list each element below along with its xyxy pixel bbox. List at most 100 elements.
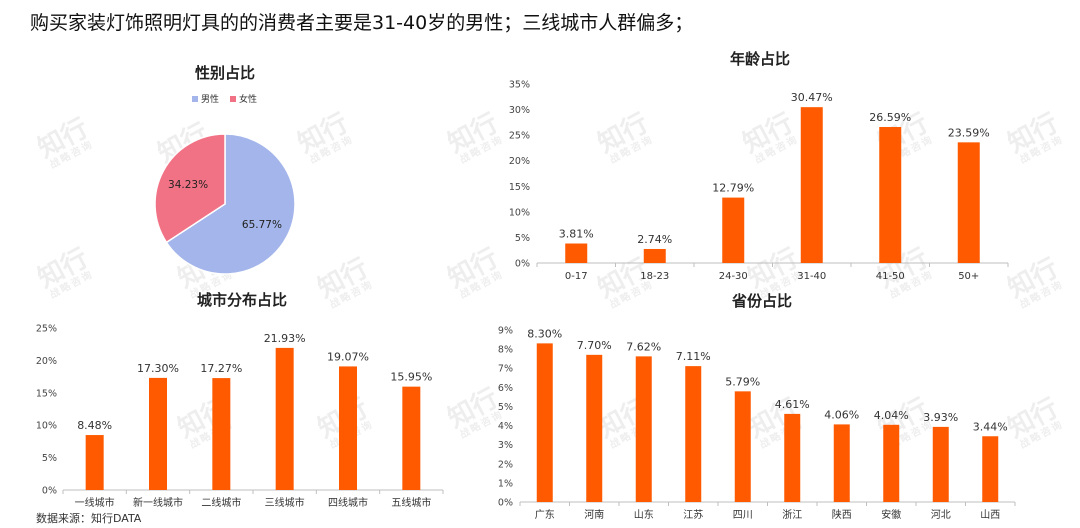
province-bar bbox=[982, 436, 999, 502]
city-chart-title: 城市分布占比 bbox=[197, 291, 287, 309]
city-data-label: 15.95% bbox=[390, 371, 432, 384]
age-bar bbox=[722, 197, 745, 263]
age-bar bbox=[879, 127, 902, 264]
age-bar bbox=[565, 243, 588, 263]
province-x-category-label: 陕西 bbox=[832, 508, 852, 521]
province-data-label: 4.61% bbox=[775, 398, 810, 411]
province-bar bbox=[833, 424, 850, 502]
city-data-label: 17.30% bbox=[137, 362, 179, 375]
province-y-tick-label: 1% bbox=[498, 478, 513, 489]
age-y-tick-label: 5% bbox=[515, 233, 530, 244]
age-x-category-label: 0-17 bbox=[565, 271, 588, 282]
gender-chart-title: 性别占比 bbox=[195, 64, 255, 82]
city-data-label: 19.07% bbox=[327, 350, 369, 363]
province-data-label: 3.93% bbox=[923, 411, 958, 424]
age-x-category-label: 18-23 bbox=[640, 271, 669, 282]
province-bar bbox=[734, 391, 751, 502]
page-headline: 购买家装灯饰照明灯具的的消费者主要是31-40岁的男性；三线城市人群偏多； bbox=[30, 12, 694, 34]
province-data-label: 3.44% bbox=[973, 420, 1008, 433]
province-x-category-label: 浙江 bbox=[782, 509, 802, 521]
province-x-category-label: 四川 bbox=[733, 510, 753, 521]
province-bar bbox=[635, 356, 652, 502]
age-x-category-label: 50+ bbox=[958, 271, 979, 282]
province-x-category-label: 河南 bbox=[584, 508, 604, 521]
city-y-tick-label: 15% bbox=[36, 388, 57, 399]
province-data-label: 5.79% bbox=[725, 375, 760, 388]
city-bar bbox=[85, 435, 104, 490]
age-y-tick-label: 10% bbox=[509, 207, 530, 218]
age-bar bbox=[800, 107, 823, 263]
age-x-category-label: 31-40 bbox=[797, 271, 826, 282]
age-chart-title: 年龄占比 bbox=[730, 50, 790, 68]
gender-legend-swatch bbox=[192, 96, 198, 102]
province-y-tick-label: 4% bbox=[498, 421, 513, 432]
province-y-tick-label: 7% bbox=[498, 364, 513, 375]
province-x-category-label: 山东 bbox=[634, 508, 654, 521]
gender-pie-slice bbox=[165, 133, 296, 275]
province-bar bbox=[932, 426, 949, 502]
province-data-label: 4.06% bbox=[824, 408, 859, 421]
data-source-note: 数据来源：知行DATA bbox=[36, 512, 142, 525]
gender-legend-label: 男性 bbox=[201, 93, 219, 105]
province-bar bbox=[883, 424, 900, 502]
province-chart-title: 省份占比 bbox=[731, 292, 792, 310]
province-data-label: 7.11% bbox=[676, 350, 711, 363]
city-bar bbox=[275, 347, 294, 490]
province-data-label: 8.30% bbox=[527, 327, 562, 340]
gender-data-label: 65.77% bbox=[242, 219, 282, 231]
province-bar bbox=[685, 366, 702, 502]
city-bar bbox=[402, 386, 421, 490]
age-bar bbox=[643, 248, 666, 263]
city-bar bbox=[339, 366, 357, 490]
city-x-category-label: 一线城市 bbox=[75, 496, 115, 509]
province-y-tick-label: 2% bbox=[498, 459, 513, 470]
city-y-tick-label: 0% bbox=[42, 486, 57, 497]
province-y-tick-label: 6% bbox=[498, 383, 513, 394]
province-y-tick-label: 5% bbox=[498, 402, 513, 413]
city-y-tick-label: 20% bbox=[36, 356, 57, 367]
age-data-label: 12.79% bbox=[712, 182, 754, 195]
age-y-tick-label: 20% bbox=[509, 156, 530, 167]
province-y-tick-label: 9% bbox=[498, 326, 513, 337]
age-data-label: 26.59% bbox=[869, 111, 911, 124]
province-bar bbox=[586, 354, 603, 502]
city-bar bbox=[149, 377, 167, 490]
gender-data-label: 34.23% bbox=[168, 179, 208, 191]
age-data-label: 30.47% bbox=[791, 91, 833, 104]
age-x-category-label: 41-50 bbox=[876, 271, 905, 282]
city-y-tick-label: 10% bbox=[36, 421, 57, 432]
province-data-label: 4.04% bbox=[874, 409, 909, 422]
province-x-category-label: 江苏 bbox=[683, 508, 703, 521]
age-y-tick-label: 15% bbox=[509, 182, 530, 193]
province-y-tick-label: 8% bbox=[498, 345, 513, 356]
province-bar bbox=[784, 413, 801, 502]
city-y-tick-label: 5% bbox=[42, 453, 57, 464]
city-y-tick-label: 25% bbox=[36, 324, 57, 335]
age-data-label: 3.81% bbox=[559, 228, 594, 241]
city-x-category-label: 四线城市 bbox=[328, 496, 368, 509]
age-bar bbox=[957, 142, 980, 263]
province-data-label: 7.70% bbox=[577, 339, 612, 352]
province-x-category-label: 山西 bbox=[980, 509, 1000, 521]
city-x-category-label: 二线城市 bbox=[201, 496, 241, 509]
city-data-label: 8.48% bbox=[77, 419, 112, 432]
province-x-category-label: 河北 bbox=[931, 509, 951, 521]
age-y-tick-label: 30% bbox=[509, 105, 530, 116]
city-bar bbox=[212, 378, 231, 490]
gender-legend-label: 女性 bbox=[239, 93, 257, 105]
age-data-label: 23.59% bbox=[948, 126, 990, 139]
province-x-category-label: 安徽 bbox=[881, 508, 901, 521]
city-x-category-label: 五线城市 bbox=[391, 496, 431, 509]
province-bar bbox=[536, 343, 553, 502]
age-y-tick-label: 25% bbox=[509, 131, 530, 142]
province-y-tick-label: 3% bbox=[498, 440, 513, 451]
city-data-label: 17.27% bbox=[200, 362, 242, 375]
age-x-category-label: 24-30 bbox=[719, 271, 748, 282]
age-y-tick-label: 35% bbox=[509, 80, 530, 91]
province-data-label: 7.62% bbox=[626, 340, 661, 353]
province-x-category-label: 广东 bbox=[535, 508, 555, 521]
city-data-label: 21.93% bbox=[264, 332, 306, 345]
province-y-tick-label: 0% bbox=[498, 498, 513, 509]
gender-pie-slice bbox=[154, 133, 226, 244]
